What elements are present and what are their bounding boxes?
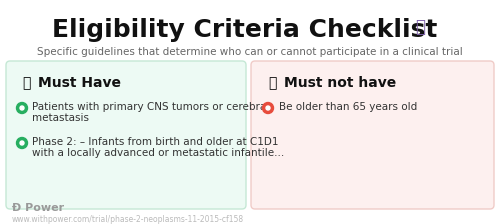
Text: Ɖ Power: Ɖ Power xyxy=(12,203,64,213)
Circle shape xyxy=(16,103,28,114)
Text: Be older than 65 years old: Be older than 65 years old xyxy=(279,102,417,112)
Text: Must not have: Must not have xyxy=(284,76,396,90)
FancyBboxPatch shape xyxy=(251,61,494,209)
Text: 👎: 👎 xyxy=(268,76,276,90)
FancyBboxPatch shape xyxy=(6,61,246,209)
Circle shape xyxy=(20,106,24,110)
Text: Patients with primary CNS tumors or cerebral: Patients with primary CNS tumors or cere… xyxy=(32,102,269,112)
Text: 👍: 👍 xyxy=(22,76,30,90)
Text: Phase 2: – Infants from birth and older at C1D1: Phase 2: – Infants from birth and older … xyxy=(32,137,278,147)
Circle shape xyxy=(262,103,274,114)
Text: 📋: 📋 xyxy=(415,18,425,36)
Text: metastasis: metastasis xyxy=(32,113,89,123)
Text: Eligibility Criteria Checklist: Eligibility Criteria Checklist xyxy=(52,18,438,42)
Text: with a locally advanced or metastatic infantile...: with a locally advanced or metastatic in… xyxy=(32,148,284,158)
Text: Specific guidelines that determine who can or cannot participate in a clinical t: Specific guidelines that determine who c… xyxy=(37,47,463,57)
Circle shape xyxy=(266,106,270,110)
Circle shape xyxy=(16,138,28,149)
Circle shape xyxy=(20,141,24,145)
Text: Must Have: Must Have xyxy=(38,76,121,90)
Text: www.withpower.com/trial/phase-2-neoplasms-11-2015-cf158: www.withpower.com/trial/phase-2-neoplasm… xyxy=(12,215,244,224)
